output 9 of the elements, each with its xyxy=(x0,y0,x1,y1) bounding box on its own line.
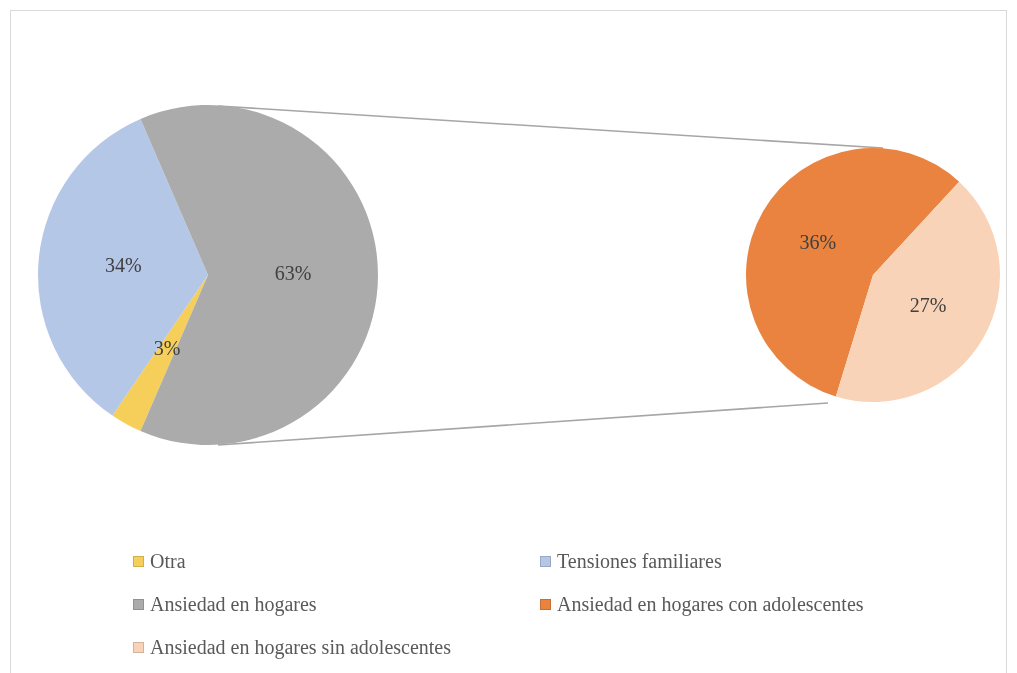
legend-label: Ansiedad en hogares con adolescentes xyxy=(557,592,864,616)
data-label: 63% xyxy=(274,262,312,285)
data-label: 36% xyxy=(799,230,837,253)
data-label: 27% xyxy=(909,293,947,316)
legend-label: Tensiones familiares xyxy=(557,549,722,573)
data-label: 34% xyxy=(105,254,142,277)
legend-label: Ansiedad en hogares xyxy=(150,592,317,616)
legend-label: Otra xyxy=(150,549,186,573)
legend-label: Ansiedad en hogares sin adolescentes xyxy=(150,635,452,659)
